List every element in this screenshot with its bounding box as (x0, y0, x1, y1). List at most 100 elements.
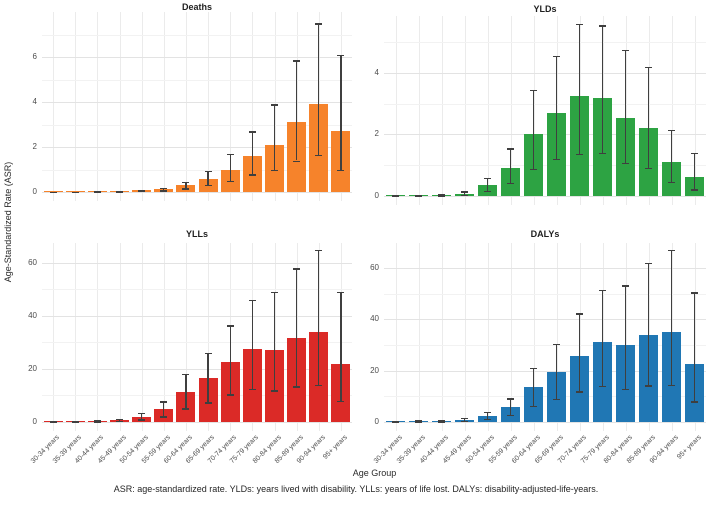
gridline-v (556, 243, 558, 431)
y-tick-label: 4 (32, 97, 37, 106)
figure-caption: ASR: age-standardized rate. YLDs: years … (113, 484, 599, 494)
ylls-plot: 0 20 40 60 30-34 years 35-39 years 40-44 years… (28, 243, 352, 465)
gridline-h-major (42, 315, 352, 317)
y-tick-label: 2 (32, 142, 37, 151)
y-tick-label: 20 (370, 365, 379, 375)
error-bar-cap (507, 414, 514, 417)
gridline-v (97, 243, 99, 431)
error-bar-cap (226, 394, 234, 396)
error-bar-cap (204, 170, 212, 173)
error-bar-stem (624, 285, 627, 389)
gridline-h-minor (42, 169, 352, 171)
error-bar-cap (484, 411, 491, 414)
error-bar-cap (599, 25, 606, 27)
error-bar-cap (160, 190, 168, 192)
error-bar-stem (251, 131, 254, 175)
error-bar-cap (116, 191, 123, 193)
error-bar-cap (599, 386, 606, 388)
gridline-v (53, 12, 55, 201)
gridline-v (208, 12, 210, 201)
error-bar-stem (624, 49, 627, 163)
gridline-h-major (384, 370, 706, 372)
gridline-h-minor (384, 396, 706, 398)
error-bar-cap (337, 292, 345, 294)
gridline-v (185, 12, 187, 201)
error-bar-cap (415, 421, 422, 423)
error-bar-cap (315, 154, 323, 157)
gridline-h-major (384, 319, 706, 321)
gridline-v (395, 16, 397, 205)
error-bar-stem (486, 411, 489, 419)
error-bar-cap (93, 191, 101, 194)
error-bar-cap (293, 160, 301, 162)
error-bar-cap (138, 419, 146, 421)
error-bar-cap (160, 187, 168, 190)
error-bar-cap (415, 195, 422, 198)
gridline-v (252, 12, 254, 201)
error-bar-cap (484, 177, 491, 179)
gridline-v (487, 243, 489, 431)
error-bar-cap (576, 153, 583, 155)
error-bar-stem (318, 249, 320, 385)
error-bar-cap (248, 131, 256, 133)
gridline-v (208, 243, 210, 431)
error-bar-cap (553, 343, 560, 346)
gridline-v (418, 243, 420, 431)
error-bar-cap (415, 420, 422, 422)
error-bar-cap (599, 152, 606, 155)
error-bar-cap (138, 191, 146, 193)
error-bar-cap (622, 388, 629, 390)
gridline-v (97, 12, 99, 201)
y-tick-label: 60 (370, 262, 379, 272)
error-bar-stem (647, 262, 650, 386)
error-bar-stem (463, 417, 466, 421)
error-bar-stem (509, 148, 512, 184)
gridline-v (464, 243, 466, 431)
error-bar-cap (248, 388, 256, 391)
error-bar-cap (182, 373, 190, 376)
panel-title-deaths: Deaths (181, 2, 212, 12)
error-bar-cap (622, 49, 629, 52)
gridline-v (510, 16, 512, 205)
gridline-v (141, 12, 143, 201)
gridline-h-major (42, 57, 352, 58)
error-bar-cap (293, 60, 301, 62)
error-bar-cap (248, 300, 256, 302)
gridline-h-minor (42, 34, 352, 36)
gridline-h-major (384, 72, 706, 74)
error-bar-cap (668, 384, 675, 387)
error-bar-cap (49, 421, 57, 424)
bar (454, 193, 475, 196)
error-bar-cap (138, 412, 146, 415)
error-bar-cap (553, 398, 560, 401)
error-bar-cap (461, 420, 468, 423)
gridline-v (53, 243, 55, 431)
gridline-h-major (42, 192, 352, 193)
error-bar-cap (622, 162, 629, 165)
error-bar-cap (507, 398, 514, 400)
gridline-v (75, 12, 77, 201)
y-tick-label: 4 (374, 67, 379, 77)
error-bar-cap (337, 169, 345, 171)
error-bar-cap (553, 56, 560, 58)
error-bar-stem (207, 353, 209, 403)
error-bar-stem (273, 292, 276, 391)
gridline-v (441, 16, 443, 205)
error-bar-cap (691, 152, 698, 155)
error-bar-stem (693, 292, 696, 402)
error-bar-stem (693, 152, 696, 190)
error-bar-stem (229, 153, 231, 181)
error-bar-cap (271, 390, 278, 392)
gridline-h-major (42, 147, 352, 148)
error-bar-cap (337, 54, 345, 57)
error-bar-cap (160, 416, 168, 418)
error-bar-cap (622, 285, 629, 287)
error-bar-stem (185, 373, 187, 409)
error-bar-cap (248, 174, 256, 176)
x-axis-title: Age Group (352, 468, 397, 478)
gridline-h-major (42, 368, 352, 370)
gridline-v (533, 243, 535, 431)
error-bar-cap (315, 249, 323, 252)
gridline-h-minor (384, 165, 706, 167)
error-bar-cap (315, 384, 323, 387)
